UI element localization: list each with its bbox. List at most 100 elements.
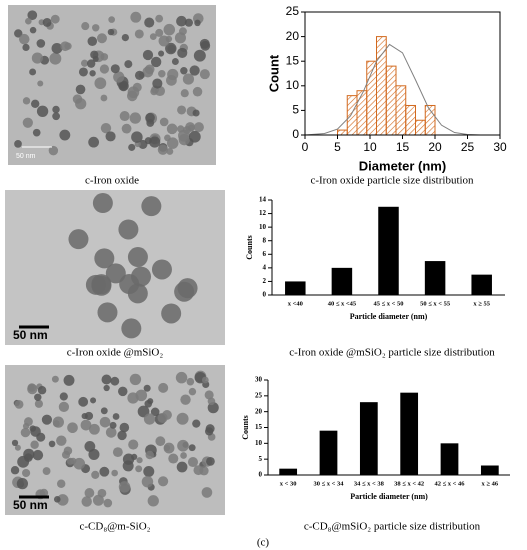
bar xyxy=(359,402,378,475)
particle xyxy=(155,14,164,23)
particle xyxy=(80,419,92,431)
particle xyxy=(180,452,187,459)
scale-bar-label: 50 nm xyxy=(16,153,36,160)
particle xyxy=(91,470,100,479)
particle xyxy=(193,465,204,476)
particle xyxy=(22,43,30,52)
particle xyxy=(99,466,110,477)
bar xyxy=(285,281,306,295)
particle xyxy=(118,386,128,397)
particle xyxy=(135,465,143,473)
particle xyxy=(171,58,179,65)
particle xyxy=(143,384,151,392)
particle xyxy=(10,466,20,475)
particle xyxy=(27,383,37,392)
particle xyxy=(58,401,70,413)
bar xyxy=(400,392,419,475)
particle xyxy=(50,14,60,24)
y-axis-label: Counts xyxy=(241,415,250,439)
particle xyxy=(21,468,31,478)
particle xyxy=(67,422,78,433)
particle xyxy=(117,430,127,441)
caption: c-Iron oxide xyxy=(85,175,139,187)
particle xyxy=(134,29,144,39)
particle xyxy=(127,247,148,268)
particle xyxy=(105,427,117,438)
particle xyxy=(97,488,107,498)
fit-curve xyxy=(304,43,500,136)
particle xyxy=(107,28,115,36)
particle xyxy=(199,38,210,49)
particle xyxy=(52,105,60,114)
particle xyxy=(118,219,139,240)
particle xyxy=(97,302,118,323)
y-tick-label: 0 xyxy=(292,127,299,141)
particle xyxy=(176,15,187,27)
particle xyxy=(105,131,116,142)
x-tick-label: 5 xyxy=(334,140,341,154)
particle xyxy=(14,29,23,38)
x-tick-label: x <40 xyxy=(288,300,303,307)
particle xyxy=(147,495,159,507)
particle xyxy=(166,137,179,149)
particle xyxy=(92,24,100,32)
particle xyxy=(151,259,172,280)
particle xyxy=(25,17,32,25)
particle xyxy=(119,422,130,433)
particle xyxy=(103,384,110,392)
particle xyxy=(131,131,143,143)
bar xyxy=(424,261,446,295)
particle xyxy=(174,32,186,44)
x-tick-label: 30 xyxy=(493,140,507,154)
bar xyxy=(440,443,459,475)
particle xyxy=(100,407,108,415)
particle xyxy=(177,125,185,133)
particle xyxy=(143,465,155,477)
particle xyxy=(36,39,46,48)
particle xyxy=(88,423,100,435)
particle xyxy=(31,52,43,64)
scale-bar-label: 50 nm xyxy=(13,498,48,512)
x-tick-label: x < 30 xyxy=(280,480,297,487)
scale-bar-label: 50 nm xyxy=(13,328,48,342)
particle xyxy=(192,86,203,97)
particle xyxy=(187,456,199,468)
particle xyxy=(177,47,188,58)
histogram-bar xyxy=(415,119,426,136)
particle xyxy=(60,41,71,52)
particle xyxy=(142,49,154,61)
particle xyxy=(180,394,191,405)
particle xyxy=(177,278,198,299)
particle xyxy=(20,427,31,438)
particle xyxy=(90,397,97,404)
bar xyxy=(378,206,399,295)
y-tick-label: 15 xyxy=(286,53,300,67)
particle xyxy=(39,488,49,498)
x-axis-label: Particle diameter (nm) xyxy=(350,312,428,321)
particle xyxy=(145,450,154,460)
x-tick-label: 38 ≤ x < 42 xyxy=(394,480,424,487)
particle xyxy=(176,461,188,473)
particle xyxy=(127,392,139,404)
particle xyxy=(149,33,157,41)
particle xyxy=(161,303,182,324)
particle xyxy=(73,457,86,470)
particle xyxy=(205,427,214,436)
particle xyxy=(100,122,112,134)
particle xyxy=(29,68,37,76)
particle xyxy=(182,126,191,135)
bar xyxy=(331,267,353,295)
particle xyxy=(150,56,162,68)
particle xyxy=(23,448,35,460)
particle xyxy=(36,105,49,117)
particle xyxy=(144,64,155,75)
particle xyxy=(85,274,106,295)
particle xyxy=(158,69,166,78)
y-tick-label: 14 xyxy=(259,196,267,204)
particle xyxy=(30,440,39,449)
y-tick-label: 2 xyxy=(263,277,267,285)
particle xyxy=(32,128,41,137)
particle xyxy=(201,487,213,498)
y-tick-label: 6 xyxy=(263,250,267,258)
histogram-bar xyxy=(385,65,397,136)
